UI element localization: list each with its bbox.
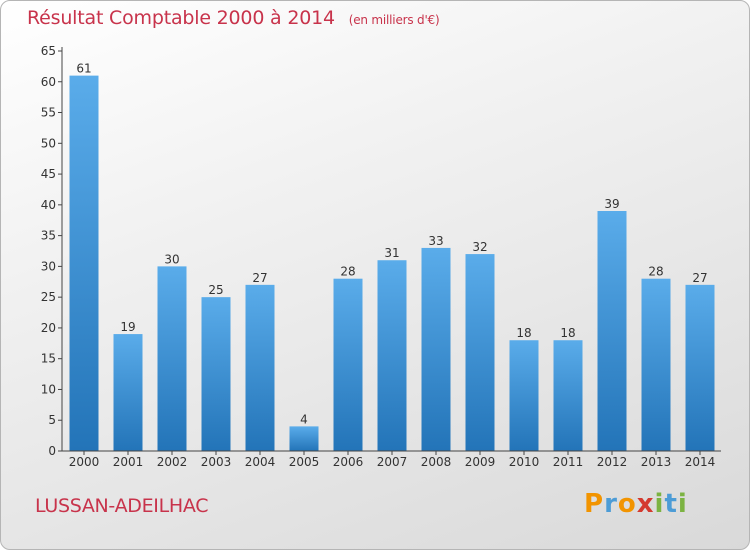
logo-letter: i [654, 489, 665, 519]
bar-2007 [377, 260, 407, 451]
y-tick-label-55: 55 [41, 106, 56, 120]
x-tick-label-2011: 2011 [553, 455, 584, 469]
bar-2002 [157, 266, 187, 451]
y-tick-label-45: 45 [41, 167, 56, 181]
y-tick-label-30: 30 [41, 259, 56, 273]
data-label-2005: 4 [300, 412, 308, 426]
bar-2008 [421, 247, 451, 451]
bar-2013 [641, 278, 671, 451]
bar-2003 [201, 297, 231, 451]
x-tick-label-2014: 2014 [685, 455, 716, 469]
chart-title-text: Résultat Comptable 2000 à 2014 [27, 7, 335, 29]
x-tick-label-2013: 2013 [641, 455, 672, 469]
logo-letter: r [604, 489, 618, 519]
logo-letter: t [664, 489, 678, 519]
data-label-2010: 18 [516, 326, 531, 340]
data-label-2011: 18 [560, 326, 575, 340]
data-label-2006: 28 [340, 265, 355, 279]
x-tick-label-2003: 2003 [201, 455, 232, 469]
bar-2000 [69, 75, 99, 451]
x-tick-label-2001: 2001 [113, 455, 144, 469]
y-tick-label-10: 10 [41, 382, 56, 396]
y-tick-label-15: 15 [41, 352, 56, 366]
data-label-2000: 61 [76, 62, 91, 76]
x-tick-label-2006: 2006 [333, 455, 364, 469]
y-tick-label-60: 60 [41, 75, 56, 89]
y-tick-label-35: 35 [41, 229, 56, 243]
y-tick-label-50: 50 [41, 136, 56, 150]
data-label-2004: 27 [252, 271, 267, 285]
data-label-2001: 19 [120, 320, 135, 334]
bar-2005 [289, 426, 319, 451]
bar-2006 [333, 278, 363, 451]
bar-2004 [245, 284, 275, 451]
logo-letter: x [636, 489, 655, 519]
y-tick-label-20: 20 [41, 321, 56, 335]
x-tick-label-2002: 2002 [157, 455, 188, 469]
y-tick-label-0: 0 [48, 444, 56, 458]
x-tick-label-2012: 2012 [597, 455, 628, 469]
x-tick-label-2000: 2000 [69, 455, 100, 469]
data-label-2012: 39 [604, 197, 619, 211]
x-tick-label-2009: 2009 [465, 455, 496, 469]
x-tick-label-2005: 2005 [289, 455, 320, 469]
commune-name: LUSSAN-ADEILHAC [35, 495, 209, 517]
chart-subtitle: (en milliers d'€) [348, 13, 440, 27]
bar-2014 [685, 284, 715, 451]
x-tick-label-2007: 2007 [377, 455, 408, 469]
data-label-2014: 27 [692, 271, 707, 285]
data-label-2002: 30 [164, 252, 179, 266]
bar-2011 [553, 340, 583, 451]
data-label-2003: 25 [208, 283, 223, 297]
x-tick-label-2010: 2010 [509, 455, 540, 469]
x-tick-label-2008: 2008 [421, 455, 452, 469]
x-tick-label-2004: 2004 [245, 455, 276, 469]
data-label-2013: 28 [648, 265, 663, 279]
data-label-2008: 33 [428, 234, 443, 248]
y-tick-label-5: 5 [48, 413, 56, 427]
logo-letter: P [584, 489, 605, 519]
proxiti-logo: Proxiti [584, 489, 688, 519]
y-tick-label-40: 40 [41, 198, 56, 212]
data-label-2007: 31 [384, 246, 399, 260]
logo-letter: i [677, 489, 688, 519]
chart-title: Résultat Comptable 2000 à 2014 (en milli… [27, 7, 440, 29]
y-tick-label-25: 25 [41, 290, 56, 304]
bar-2010 [509, 340, 539, 451]
y-tick-label-65: 65 [41, 44, 56, 58]
bar-2009 [465, 254, 495, 451]
data-label-2009: 32 [472, 240, 487, 254]
logo-letter: o [617, 489, 637, 519]
bar-2012 [597, 211, 627, 451]
bar-2001 [113, 334, 143, 451]
